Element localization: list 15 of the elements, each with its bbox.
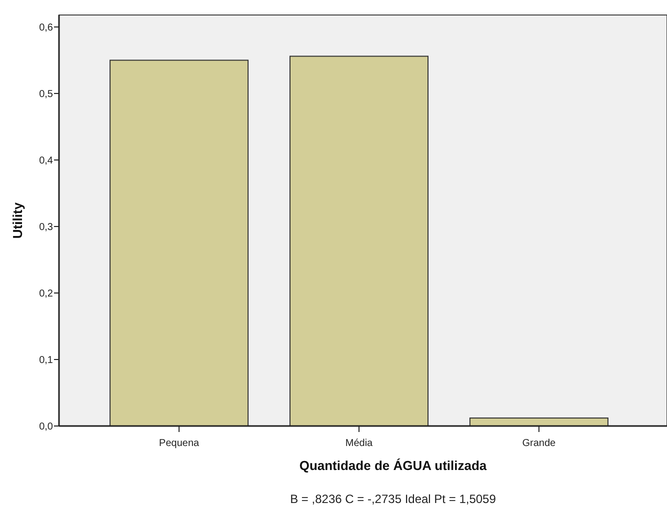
y-tick-label: 0,5 [39,88,54,100]
text: B = ,8236 C = -,2735 Ideal Pt = 1,5059 [290,492,496,506]
y-tick-label: 0,0 [39,422,54,432]
y-tick-label: 0,2 [39,288,54,300]
x-axis-title: Quantidade de ÁGUA utilizada [299,458,488,473]
bar [289,56,429,426]
y-axis-title: Utility [10,202,25,239]
y-tick-label: 0,6 [39,22,54,34]
y-tick-label: 0,4 [39,155,54,166]
x-tick-label: Grande [522,438,556,449]
y-tick-label: 0,1 [39,354,54,366]
bar [110,60,249,426]
x-tick-label: Pequena [159,438,200,449]
y-tick-label: 0,3 [39,222,54,233]
x-tick-label: Média [345,438,374,449]
